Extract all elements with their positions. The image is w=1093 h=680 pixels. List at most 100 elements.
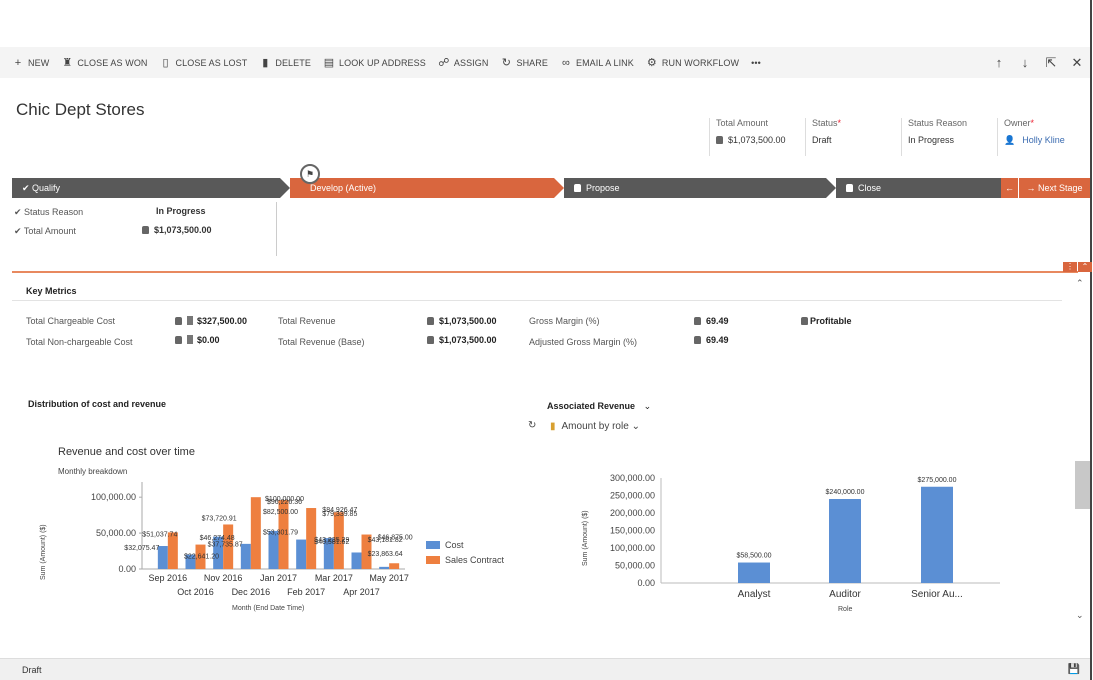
record-nav: ↑ ↓ ⇱ ✕ — [986, 47, 1090, 78]
arrow-down-icon[interactable]: ↓ — [1021, 55, 1029, 70]
data-label: $40,581.62 — [314, 539, 349, 546]
flag-icon: ⚑ — [300, 164, 320, 184]
save-icon[interactable]: 💾 — [1067, 664, 1080, 675]
stage-propose[interactable]: Propose — [564, 178, 826, 198]
cost-bar — [185, 554, 196, 569]
y-tick-label: 0.00 — [118, 564, 136, 574]
look-up-address-button[interactable]: ▤ LOOK UP ADDRESS — [323, 57, 426, 69]
y-tick-label: 50,000.00 — [96, 528, 136, 538]
role-bar — [738, 562, 770, 583]
close-as-lost-button[interactable]: ▯ CLOSE AS LOST — [160, 56, 248, 69]
gross-margin-label: Gross Margin (%) — [529, 316, 600, 326]
gross-margin-value: 69.49 — [694, 316, 729, 326]
stage-close[interactable]: Close — [836, 178, 1001, 198]
pop-out-icon[interactable]: ⇱ — [1045, 54, 1057, 70]
delete-button[interactable]: ▮ DELETE — [259, 56, 311, 69]
stage-field-status-reason-value[interactable]: In Progress — [156, 206, 206, 216]
legend-swatch — [426, 556, 440, 564]
footer-status: Draft — [22, 665, 42, 675]
x-tick-label: Jan 2017 — [260, 573, 297, 583]
y-tick-label: 250,000.00 — [610, 491, 655, 501]
chevron-up-icon[interactable]: ⌃ — [1078, 262, 1092, 272]
trophy-icon: ♜ — [62, 57, 73, 69]
data-label: $58,500.00 — [736, 553, 771, 560]
total-chargeable-cost-value: $327,500.00 — [175, 316, 247, 326]
total-revenue-base-value: $1,073,500.00 — [427, 335, 497, 345]
scrollbar-thumb[interactable] — [1075, 461, 1090, 509]
x-tick-label: Oct 2016 — [177, 587, 214, 597]
refresh-icon[interactable]: ↻ — [528, 420, 537, 431]
owner-link[interactable]: Holly Kline — [1022, 135, 1065, 145]
associated-revenue-heading[interactable]: Associated Revenue ⌄ — [547, 401, 652, 411]
adjusted-gross-margin-value: 69.49 — [694, 335, 729, 345]
stage-develop[interactable]: Develop (Active) — [290, 178, 554, 198]
lock-icon — [427, 317, 434, 325]
required-marker: * — [837, 118, 842, 128]
data-label: $100,000.00 — [265, 496, 304, 503]
assign-button[interactable]: ☍ ASSIGN — [438, 57, 489, 69]
data-label: $46,274.48 — [200, 535, 235, 542]
new-button[interactable]: + NEW — [12, 57, 49, 69]
revenue-cost-chart: 0.00 50,000.00 100,000.00 Sep 2016 Oct 2016 N… — [91, 482, 413, 597]
lock-icon — [142, 226, 149, 234]
scroll-down-icon[interactable]: ⌄ — [1076, 610, 1084, 620]
data-label: $96,226.36 — [267, 499, 302, 506]
data-label: $84,926.47 — [322, 507, 357, 514]
stage-qualify[interactable]: ✔ Qualify — [12, 178, 280, 198]
data-label: $37,735.87 — [208, 541, 243, 548]
y-tick-label: 200,000.00 — [610, 508, 655, 518]
total-revenue-value: $1,073,500.00 — [427, 316, 497, 326]
header-status-reason: Status Reason In Progress — [901, 118, 997, 156]
stage-navigation: ← → Next Stage — [1001, 178, 1090, 198]
chevron-down-icon: ⌄ — [643, 401, 652, 411]
view-selector[interactable]: ▮ Amount by role ⌄ — [550, 421, 640, 432]
scroll-up-icon[interactable]: ⌃ — [1076, 278, 1084, 288]
x-tick-label: Apr 2017 — [343, 587, 380, 597]
x-tick-label: Dec 2016 — [232, 587, 271, 597]
header-total-amount: Total Amount $1,073,500.00 — [709, 118, 805, 156]
data-label: $32,075.47 — [124, 545, 159, 552]
close-icon[interactable]: ✕ — [1071, 54, 1083, 70]
x-tick-label: Sep 2016 — [149, 573, 188, 583]
y-tick-label: 150,000.00 — [610, 526, 655, 536]
cost-bar — [379, 566, 390, 569]
data-label: $240,000.00 — [826, 489, 865, 496]
total-nonchargeable-cost-label: Total Non-chargeable Cost — [26, 337, 133, 347]
stage-divider — [276, 202, 277, 256]
legend-sales-contract: Sales Contract — [426, 555, 504, 565]
more-icon[interactable]: ⋮ — [1063, 262, 1077, 272]
section-divider — [12, 300, 1062, 301]
stage-field-total-amount-label: ✔ Total Amount — [14, 226, 76, 236]
header-owner: Owner* 👤 Holly Kline — [997, 118, 1083, 156]
x-tick-label: Mar 2017 — [315, 573, 353, 583]
key-metrics-heading: Key Metrics — [26, 286, 77, 296]
x-tick-label: Feb 2017 — [287, 587, 325, 597]
share-button[interactable]: ↻ SHARE — [501, 57, 548, 69]
lock-icon — [427, 336, 434, 344]
arrow-up-icon[interactable]: ↑ — [995, 55, 1003, 70]
stage-field-status-reason-label: ✔ Status Reason — [14, 207, 84, 217]
data-label: $22,641.20 — [184, 554, 219, 561]
y-tick-label: 0.00 — [637, 578, 655, 588]
next-stage-button[interactable]: → Next Stage — [1019, 178, 1090, 198]
share-icon: ↻ — [501, 57, 512, 69]
lock-icon — [175, 317, 182, 325]
process-separator — [12, 271, 1078, 273]
previous-stage-button[interactable]: ← — [1001, 178, 1019, 198]
close-as-won-button[interactable]: ♜ CLOSE AS WON — [62, 57, 148, 69]
sales-contract-bar — [195, 544, 206, 569]
email-a-link-button[interactable]: ∞ EMAIL A LINK — [560, 57, 634, 69]
more-commands-button[interactable]: ••• — [751, 57, 761, 68]
y-tick-label: 300,000.00 — [610, 473, 655, 483]
lock-icon — [694, 336, 701, 344]
lock-icon — [716, 136, 723, 144]
total-nonchargeable-cost-value: $0.00 — [175, 335, 220, 345]
sales-contract-bar — [278, 500, 289, 569]
y-tick-label: 100,000.00 — [91, 492, 136, 502]
lock-icon — [694, 317, 701, 325]
y-tick-label: 50,000.00 — [615, 561, 655, 571]
address-book-icon: ▤ — [323, 57, 335, 69]
run-workflow-button[interactable]: ⚙ RUN WORKFLOW — [646, 57, 740, 69]
command-bar: + NEW ♜ CLOSE AS WON ▯ CLOSE AS LOST ▮ DELET… — [0, 47, 1090, 78]
window-edge — [1090, 0, 1092, 680]
